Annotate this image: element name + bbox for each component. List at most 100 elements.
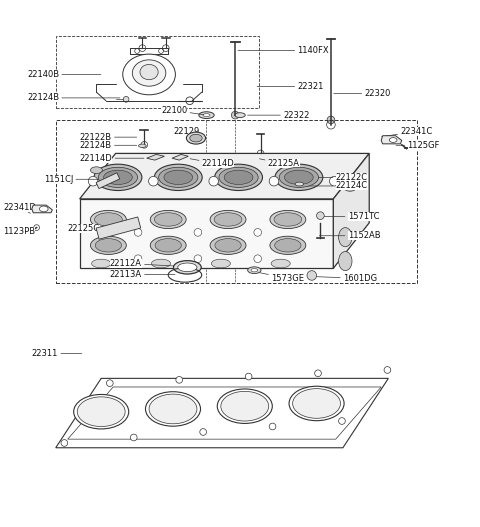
Circle shape bbox=[149, 177, 158, 186]
Ellipse shape bbox=[289, 386, 344, 421]
Ellipse shape bbox=[270, 236, 306, 255]
Ellipse shape bbox=[279, 167, 319, 188]
Ellipse shape bbox=[95, 239, 121, 252]
Bar bbox=[56, 120, 417, 282]
Text: 22114D: 22114D bbox=[80, 154, 144, 163]
Ellipse shape bbox=[215, 164, 263, 191]
Circle shape bbox=[162, 45, 169, 52]
Text: 1573GE: 1573GE bbox=[257, 272, 304, 283]
Circle shape bbox=[245, 373, 252, 380]
Text: 1140FX: 1140FX bbox=[238, 46, 329, 55]
Ellipse shape bbox=[251, 269, 258, 272]
Ellipse shape bbox=[235, 113, 245, 118]
Text: 22311: 22311 bbox=[32, 349, 82, 358]
Ellipse shape bbox=[90, 236, 126, 255]
Ellipse shape bbox=[274, 213, 302, 226]
Text: 1125GF: 1125GF bbox=[396, 141, 440, 150]
Ellipse shape bbox=[224, 170, 253, 184]
Ellipse shape bbox=[132, 60, 166, 86]
Text: 22122B: 22122B bbox=[80, 133, 137, 142]
Ellipse shape bbox=[219, 167, 258, 188]
Circle shape bbox=[107, 380, 113, 386]
Text: 22113A: 22113A bbox=[110, 270, 175, 279]
Ellipse shape bbox=[145, 392, 201, 426]
Text: 22140B: 22140B bbox=[27, 70, 101, 79]
Ellipse shape bbox=[338, 251, 352, 271]
Ellipse shape bbox=[173, 261, 201, 274]
Polygon shape bbox=[96, 217, 141, 239]
Ellipse shape bbox=[155, 213, 182, 226]
Ellipse shape bbox=[150, 210, 186, 229]
Polygon shape bbox=[381, 136, 402, 144]
Text: 22320: 22320 bbox=[334, 89, 391, 98]
Ellipse shape bbox=[94, 164, 142, 191]
Circle shape bbox=[298, 180, 305, 187]
Ellipse shape bbox=[152, 259, 170, 268]
Circle shape bbox=[141, 141, 148, 148]
Circle shape bbox=[338, 418, 345, 424]
Circle shape bbox=[134, 229, 142, 236]
Ellipse shape bbox=[164, 170, 192, 184]
Ellipse shape bbox=[389, 138, 397, 142]
Text: 22122C: 22122C bbox=[300, 173, 368, 182]
Text: 22112A: 22112A bbox=[110, 259, 180, 268]
Ellipse shape bbox=[210, 210, 246, 229]
Polygon shape bbox=[96, 173, 120, 189]
Ellipse shape bbox=[98, 167, 138, 188]
Text: 22124B: 22124B bbox=[27, 93, 120, 102]
Circle shape bbox=[131, 434, 137, 441]
Ellipse shape bbox=[190, 134, 202, 142]
Polygon shape bbox=[56, 378, 388, 448]
Ellipse shape bbox=[158, 167, 198, 188]
Ellipse shape bbox=[338, 228, 352, 247]
Text: 22129: 22129 bbox=[173, 127, 199, 138]
Polygon shape bbox=[80, 153, 369, 199]
Polygon shape bbox=[32, 205, 52, 213]
Circle shape bbox=[209, 177, 218, 186]
Text: 22125C: 22125C bbox=[68, 223, 113, 232]
Ellipse shape bbox=[203, 114, 210, 116]
Ellipse shape bbox=[139, 144, 146, 148]
Ellipse shape bbox=[285, 170, 313, 184]
Ellipse shape bbox=[344, 184, 356, 191]
Circle shape bbox=[231, 111, 239, 119]
Circle shape bbox=[307, 271, 317, 280]
Ellipse shape bbox=[214, 213, 242, 226]
Circle shape bbox=[123, 96, 129, 102]
Ellipse shape bbox=[155, 239, 181, 252]
Ellipse shape bbox=[270, 210, 306, 229]
Circle shape bbox=[61, 440, 68, 446]
Ellipse shape bbox=[275, 239, 301, 252]
Circle shape bbox=[327, 116, 335, 124]
Ellipse shape bbox=[217, 389, 272, 423]
Ellipse shape bbox=[248, 267, 261, 274]
Circle shape bbox=[139, 45, 146, 52]
Circle shape bbox=[315, 370, 322, 377]
Circle shape bbox=[88, 177, 98, 186]
Circle shape bbox=[194, 229, 202, 236]
Ellipse shape bbox=[95, 213, 122, 226]
Ellipse shape bbox=[149, 394, 197, 424]
Ellipse shape bbox=[293, 388, 340, 418]
Ellipse shape bbox=[92, 259, 111, 268]
Circle shape bbox=[254, 229, 262, 236]
Ellipse shape bbox=[150, 236, 186, 255]
Text: 22124B: 22124B bbox=[80, 141, 137, 150]
Ellipse shape bbox=[155, 164, 202, 191]
Text: 1152AB: 1152AB bbox=[319, 231, 380, 240]
Circle shape bbox=[384, 367, 391, 373]
Ellipse shape bbox=[140, 64, 158, 80]
Ellipse shape bbox=[186, 132, 205, 144]
Ellipse shape bbox=[215, 239, 241, 252]
Circle shape bbox=[269, 423, 276, 430]
Ellipse shape bbox=[211, 259, 230, 268]
Circle shape bbox=[254, 255, 262, 262]
Circle shape bbox=[269, 177, 279, 186]
Ellipse shape bbox=[221, 392, 269, 421]
Circle shape bbox=[200, 428, 206, 435]
Circle shape bbox=[134, 255, 142, 262]
Text: 1151CJ: 1151CJ bbox=[44, 175, 108, 184]
Ellipse shape bbox=[123, 54, 175, 95]
Ellipse shape bbox=[74, 395, 129, 429]
Text: 22341C: 22341C bbox=[382, 127, 432, 136]
